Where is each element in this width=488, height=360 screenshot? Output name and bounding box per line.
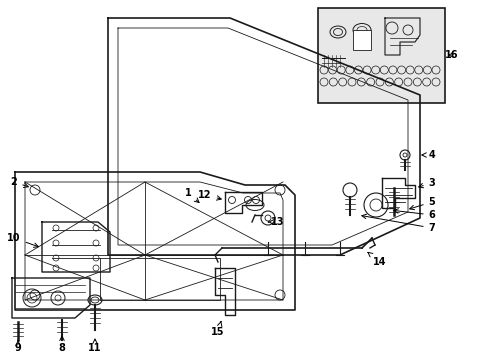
Text: 15: 15 — [211, 321, 224, 337]
Text: 12: 12 — [198, 190, 221, 200]
Text: 2: 2 — [11, 177, 28, 188]
Text: 6: 6 — [393, 209, 434, 220]
Bar — [352, 30, 370, 50]
Text: 9: 9 — [15, 340, 21, 353]
Bar — [317, 8, 444, 103]
Text: 11: 11 — [88, 339, 102, 353]
Text: 1: 1 — [184, 188, 199, 202]
Text: 13: 13 — [268, 217, 284, 227]
Text: 14: 14 — [367, 252, 386, 267]
Text: 8: 8 — [59, 336, 65, 353]
Text: 16: 16 — [445, 50, 458, 60]
Text: 4: 4 — [421, 150, 434, 160]
Text: 7: 7 — [361, 214, 434, 233]
Text: 5: 5 — [409, 197, 434, 210]
Text: 3: 3 — [418, 178, 434, 188]
Text: 10: 10 — [7, 233, 38, 247]
